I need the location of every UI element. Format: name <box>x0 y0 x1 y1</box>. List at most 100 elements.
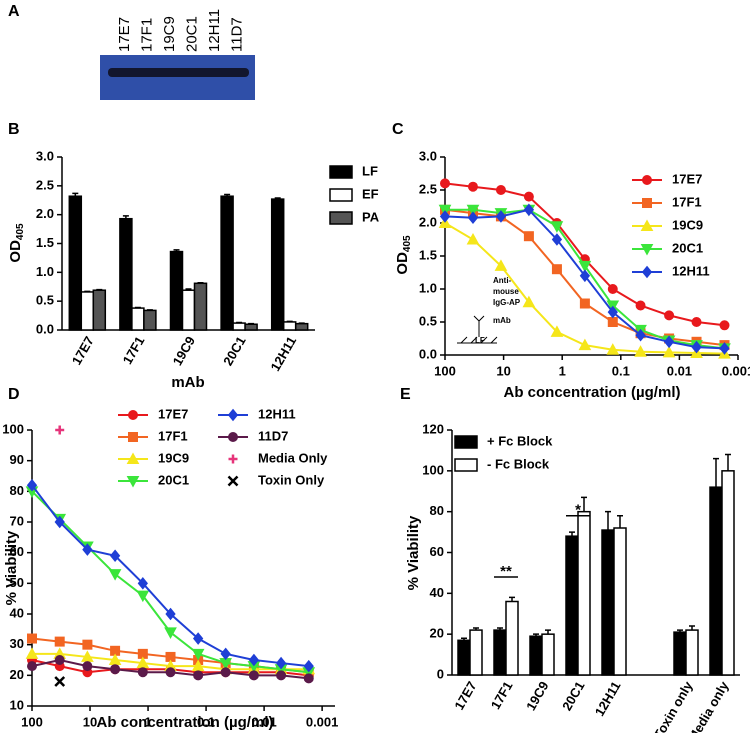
marker <box>136 590 150 603</box>
marker <box>27 661 37 672</box>
marker <box>494 259 508 271</box>
marker <box>26 478 38 492</box>
panel-label: C <box>392 121 404 138</box>
marker <box>227 475 239 487</box>
marker <box>275 656 287 670</box>
marker <box>165 667 176 678</box>
y-axis-title-sub: 405 <box>402 235 413 252</box>
x-tick-label: 12H11 <box>267 334 299 374</box>
marker <box>466 232 480 245</box>
marker <box>54 655 65 665</box>
bar <box>131 307 145 331</box>
x-tick-label: 19C9 <box>170 334 199 368</box>
x-tick-label: 19C9 <box>523 679 552 713</box>
marker <box>228 432 238 442</box>
marker <box>642 175 652 185</box>
x-tick-label: 0.01 <box>251 714 276 729</box>
series-line <box>31 484 309 668</box>
bar <box>92 289 107 331</box>
lane-label: 20C1 <box>184 16 201 52</box>
legend-swatch <box>329 188 353 202</box>
significance-label: * <box>575 502 581 519</box>
panel-label: D <box>8 386 20 403</box>
y-tick-label: 1.0 <box>419 280 437 295</box>
bar <box>673 631 687 676</box>
y-axis-title: OD405 <box>7 223 26 263</box>
marker <box>691 317 702 327</box>
panel-label: A <box>8 3 20 20</box>
legend-swatch <box>454 435 478 449</box>
y-tick-label: 1.5 <box>419 247 437 262</box>
bar <box>529 635 543 676</box>
bar <box>601 529 615 676</box>
x-tick-label: 1 <box>144 714 151 729</box>
legend-label: 20C1 <box>158 472 189 487</box>
legend-label: 12H11 <box>672 263 710 278</box>
marker <box>551 233 563 246</box>
y-tick-label: 0.0 <box>36 321 54 336</box>
marker <box>719 342 730 355</box>
lane-label: 12H11 <box>206 9 223 52</box>
marker <box>192 632 204 645</box>
marker <box>108 569 122 581</box>
marker <box>522 295 536 308</box>
bar <box>685 629 699 676</box>
panel-label: B <box>8 121 20 138</box>
bar <box>193 282 208 331</box>
legend-label: 19C9 <box>158 450 189 465</box>
bar <box>282 321 297 331</box>
marker <box>193 670 204 681</box>
significance-label: ** <box>500 563 512 580</box>
marker <box>640 244 654 256</box>
marker <box>551 264 562 275</box>
marker <box>719 320 730 331</box>
marker <box>663 335 675 349</box>
y-axis-title-text: % Viability <box>3 530 20 605</box>
x-axis-title: Ab concentration (µg/ml) <box>504 384 681 401</box>
bar <box>270 198 285 331</box>
y-tick-label: 3.0 <box>419 148 437 163</box>
y-tick-label: 20 <box>10 667 24 682</box>
error-bar <box>581 496 587 512</box>
y-tick-label: 60 <box>430 544 444 559</box>
legend-swatch <box>329 165 353 179</box>
marker <box>137 667 148 678</box>
y-tick-label: 30 <box>10 636 24 651</box>
series-line <box>31 490 309 674</box>
y-axis-title-text: OD <box>7 240 24 263</box>
error-bar <box>713 457 719 488</box>
y-tick-label: 0.5 <box>36 293 54 308</box>
lane-label: 11D7 <box>229 17 246 52</box>
marker <box>128 410 138 420</box>
marker <box>220 667 231 678</box>
y-tick-label: 80 <box>10 483 24 498</box>
marker <box>228 454 238 464</box>
x-tick-label: 100 <box>434 363 456 378</box>
legend-label: 20C1 <box>672 240 703 255</box>
marker <box>635 300 646 311</box>
y-axis-title-sub: 405 <box>15 223 26 240</box>
bar <box>541 633 555 676</box>
marker <box>607 317 618 327</box>
inset-label: IgG-AP <box>493 298 521 307</box>
y-axis-title: % Viability <box>405 515 422 590</box>
marker <box>54 676 66 687</box>
error-bar <box>725 453 731 471</box>
marker <box>303 673 314 684</box>
marker <box>220 647 231 661</box>
y-axis-title: % Viability <box>3 530 20 605</box>
bar <box>169 250 184 331</box>
marker <box>579 298 590 309</box>
legend-label: + Fc Block <box>487 433 553 448</box>
bar <box>119 217 133 331</box>
y-axis-title: OD405 <box>394 235 413 275</box>
legend-label: - Fc Block <box>487 456 550 471</box>
legend-label: 17F1 <box>158 428 188 443</box>
bar <box>181 289 196 331</box>
marker <box>82 543 93 556</box>
bar <box>80 291 95 331</box>
marker <box>641 265 653 279</box>
y-tick-label: 50 <box>10 575 24 590</box>
marker <box>191 648 205 661</box>
